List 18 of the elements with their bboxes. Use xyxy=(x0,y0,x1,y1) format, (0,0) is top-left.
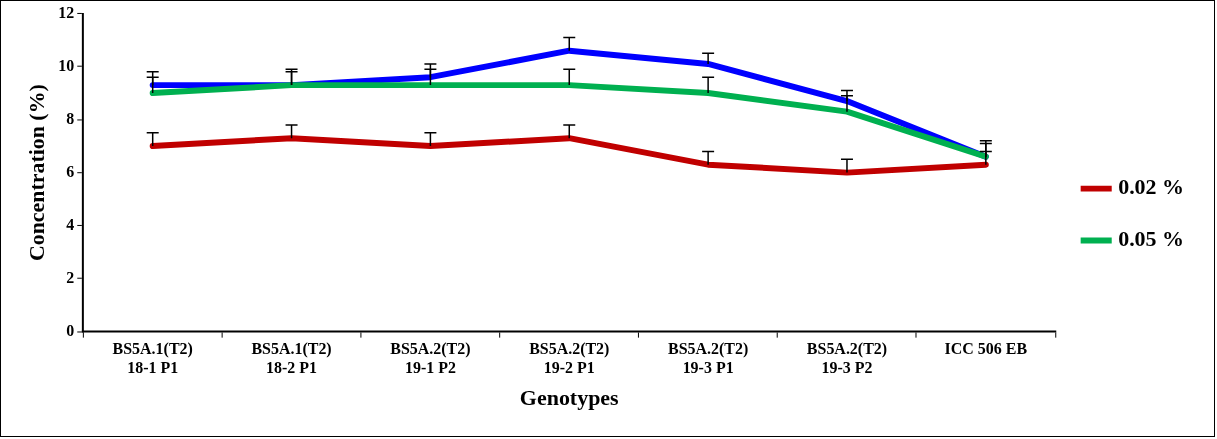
legend-label: 0.02 % xyxy=(1118,174,1185,200)
y-tick-label: 0 xyxy=(66,321,75,339)
y-tick-label: 4 xyxy=(66,215,75,233)
x-tick-label: BS5A.2(T2) 19-2 P1 xyxy=(529,340,610,377)
x-tick-label: BS5A.2(T2) 19-3 P1 xyxy=(667,340,749,377)
x-tick-label: BS5A.1(T2) 18-2 P1 xyxy=(251,340,332,377)
y-tick-label: 6 xyxy=(66,162,75,180)
x-tick-label: BS5A.1(T2) 18-1 P1 xyxy=(112,340,193,377)
y-tick-label: 12 xyxy=(58,3,75,21)
x-tick-label: BS5A.2(T2) 19-3 P2 xyxy=(806,340,888,377)
y-tick-label: 2 xyxy=(66,268,75,286)
y-tick-label: 10 xyxy=(58,56,75,74)
legend-label: 0.05 % xyxy=(1118,226,1185,252)
y-tick-label: 8 xyxy=(66,109,75,127)
y-axis-title: Concentration (%) xyxy=(23,84,49,262)
x-tick-label: ICC 506 EB xyxy=(944,340,1028,358)
x-tick-label: BS5A.2(T2) 19-1 P2 xyxy=(390,340,471,377)
x-axis-title: Genotypes xyxy=(519,384,619,410)
